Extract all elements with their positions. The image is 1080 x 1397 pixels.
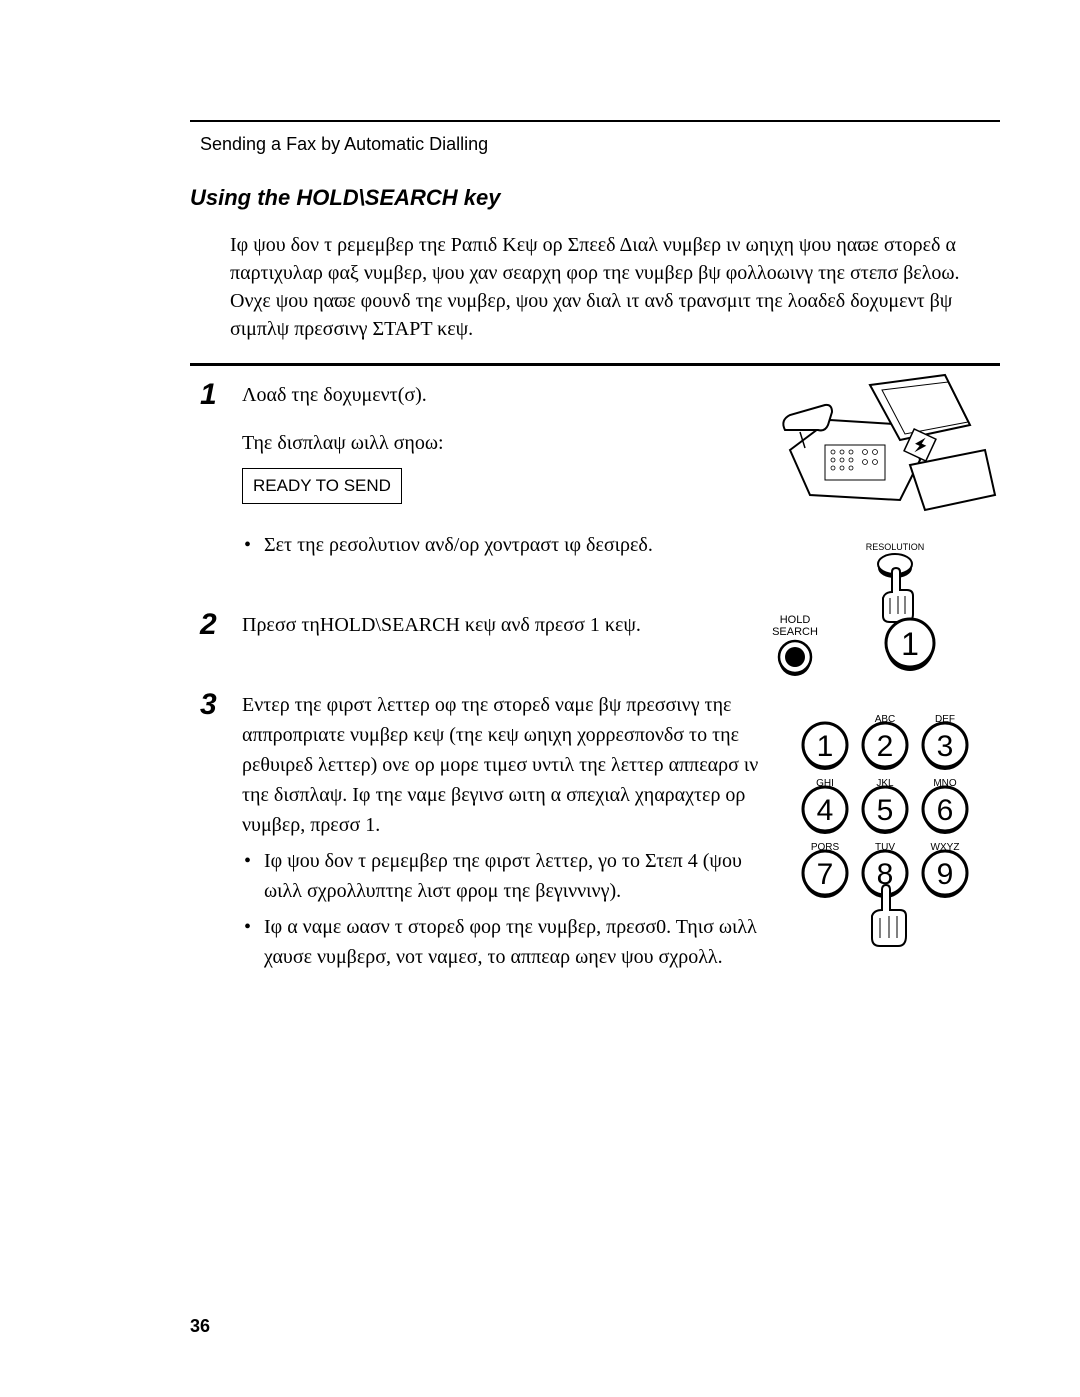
step-bullet-1: Ιφ ψου δον τ ρεμεμβερ τηε φιρστ λεττερ, …	[242, 846, 770, 906]
svg-text:3: 3	[937, 730, 954, 763]
step-text: Πρεσσ τηHOLD\SEARCH κεψ ανδ πρεσσ 1 κεψ.	[242, 610, 730, 640]
svg-text:6: 6	[937, 794, 954, 827]
step-num: 2	[200, 610, 228, 640]
search-label: SEARCH	[772, 626, 818, 638]
svg-text:2: 2	[877, 730, 894, 763]
step-1: 1 Λοαδ τηε δοχυμεντ(σ). Τηε δισπλαψ ωιλλ…	[200, 380, 980, 560]
svg-text:9: 9	[937, 858, 954, 891]
step-bullet: Σετ τηε ρεσολυτιον ανδ/ορ χοντραστ ιφ δε…	[242, 530, 730, 560]
resolution-label: RESOLUTION	[866, 542, 925, 552]
svg-text:1: 1	[817, 730, 834, 763]
step-bullet-2: Ιφ α ναμε ωασν τ στορεδ φορ τηε νυμβερ, …	[242, 912, 770, 972]
header-rule	[190, 120, 1000, 122]
hold-search-illustration: HOLD SEARCH 1	[750, 605, 970, 690]
step-num: 1	[200, 380, 228, 560]
breadcrumb: Sending a Fax by Automatic Dialling	[200, 134, 980, 155]
section-intro: Ιφ ψου δον τ ρεμεμβερ τηε Ραπιδ Κεψ ορ Σ…	[230, 231, 980, 343]
svg-text:7: 7	[817, 858, 834, 891]
page-number: 36	[190, 1316, 210, 1337]
hold-label: HOLD	[780, 614, 811, 626]
fax-machine-illustration	[770, 370, 1000, 535]
svg-text:4: 4	[817, 794, 834, 827]
display-label: Τηε δισπλαψ ωιλλ σηοω:	[242, 428, 730, 458]
step-3: 3 Εντερ τηε φιρστ λεττερ οφ τηε στορεδ ν…	[200, 690, 980, 972]
step-2: 2 Πρεσσ τηHOLD\SEARCH κεψ ανδ πρεσσ 1 κε…	[200, 610, 980, 640]
keypad-illustration: ABC DEF 1 2 3 GHI JKL MNO 4 5 6 PQRS	[790, 710, 990, 975]
display-box: READY TO SEND	[242, 468, 402, 504]
key-1: 1	[901, 626, 919, 662]
step-rule-top	[190, 363, 1000, 366]
svg-text:5: 5	[877, 794, 894, 827]
step-text: Εντερ τηε φιρστ λεττερ οφ τηε στορεδ ναμ…	[242, 690, 770, 840]
step-num: 3	[200, 690, 228, 972]
section-title: Using the HOLD\SEARCH key	[190, 185, 980, 211]
step-text: Λοαδ τηε δοχυμεντ(σ).	[242, 380, 730, 410]
